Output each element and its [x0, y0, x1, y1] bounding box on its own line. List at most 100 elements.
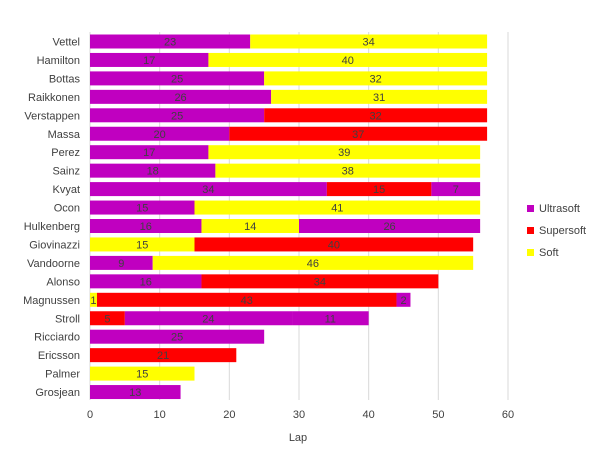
x-tick-label: 10	[154, 409, 166, 421]
data-label: 17	[143, 55, 155, 67]
bar-segment-supersoft	[90, 348, 237, 363]
data-label: 13	[129, 387, 141, 399]
bar-segment-supersoft	[229, 126, 488, 141]
driver-label: Hulkenberg	[24, 221, 80, 233]
bar-segment-ultrasoft	[90, 145, 209, 160]
data-label: 40	[328, 239, 340, 251]
data-label: 14	[244, 221, 256, 233]
driver-label: Ericsson	[38, 350, 80, 362]
legend-swatch-soft	[527, 249, 534, 256]
driver-label: Alonso	[46, 276, 80, 288]
bar-segment-soft	[90, 366, 195, 381]
bar-segment-ultrasoft	[292, 311, 369, 326]
bar-segment-soft	[201, 219, 299, 233]
data-label: 16	[140, 276, 152, 288]
bar-segment-soft	[208, 52, 488, 67]
data-label: 17	[143, 147, 155, 159]
bar-segment-soft	[215, 163, 481, 178]
x-tick-label: 40	[363, 409, 375, 421]
x-tick-label: 50	[432, 409, 444, 421]
legend-swatch-ultrasoft	[527, 205, 534, 212]
data-label: 5	[104, 313, 110, 325]
data-label: 18	[147, 166, 159, 178]
driver-label: Bottas	[49, 73, 81, 85]
data-label: 43	[241, 295, 253, 307]
data-label: 25	[171, 332, 183, 344]
driver-label: Verstappen	[24, 110, 80, 122]
data-label: 23	[164, 37, 176, 49]
data-label: 38	[342, 166, 354, 178]
driver-label: Ocon	[54, 203, 80, 215]
data-label: 1	[90, 295, 96, 307]
bar-segment-soft	[250, 34, 488, 49]
data-label: 37	[352, 129, 364, 141]
legend-label: Supersoft	[539, 225, 586, 237]
data-label: 46	[307, 258, 319, 270]
data-label: 16	[140, 221, 152, 233]
driver-label: Perez	[51, 147, 80, 159]
data-label: 20	[154, 129, 166, 141]
data-label: 41	[331, 203, 343, 215]
legend-swatch-supersoft	[527, 227, 534, 234]
bar-segment-soft	[271, 89, 488, 104]
bar-segment-soft	[152, 255, 474, 270]
data-label: 2	[400, 295, 406, 307]
bar-segment-supersoft	[96, 292, 397, 307]
bar-segment-ultrasoft	[90, 219, 202, 233]
data-label: 7	[453, 184, 459, 196]
bar-segment-soft	[264, 71, 488, 86]
legend-label: Ultrasoft	[539, 203, 580, 215]
bar-segment-ultrasoft	[90, 329, 265, 344]
bar-segment-supersoft	[194, 237, 474, 252]
data-label: 32	[370, 110, 382, 122]
bar-segment-supersoft	[90, 311, 125, 326]
data-label: 11	[325, 313, 336, 325]
bar-segment-ultrasoft	[90, 108, 265, 123]
bar-segment-ultrasoft	[299, 219, 481, 233]
x-axis-title: Lap	[289, 432, 307, 444]
bar-segment-ultrasoft	[431, 182, 481, 197]
driver-label: Vettel	[52, 37, 80, 49]
data-label: 25	[171, 73, 183, 85]
driver-label: Palmer	[45, 369, 80, 381]
bar-segment-ultrasoft	[90, 52, 209, 67]
bar-segment-ultrasoft	[90, 34, 251, 49]
data-label: 32	[370, 73, 382, 85]
driver-labels: Vettel Hamilton Bottas Raikkonen Verstappen M…	[23, 37, 81, 400]
data-label: 31	[373, 92, 385, 104]
data-label: 9	[118, 258, 124, 270]
bar-segment-soft	[90, 237, 195, 252]
data-label: 40	[342, 55, 354, 67]
bar-segment-soft	[208, 145, 481, 160]
bar-segment-supersoft	[201, 274, 439, 289]
legend: Ultrasoft Supersoft Soft	[527, 203, 586, 259]
data-label: 15	[136, 369, 148, 381]
bar-segment-ultrasoft	[90, 126, 230, 141]
x-tick-label: 60	[502, 409, 514, 421]
x-tick-label: 30	[293, 409, 305, 421]
bar-segment-ultrasoft	[90, 200, 195, 215]
bar-segment-ultrasoft	[90, 385, 181, 400]
bar-segment-ultrasoft	[90, 89, 272, 104]
bar-segment-ultrasoft	[90, 182, 327, 197]
driver-label: Vandoorne	[27, 258, 80, 270]
data-label: 34	[363, 37, 375, 49]
driver-label: Stroll	[55, 313, 80, 325]
data-label: 15	[136, 239, 148, 251]
data-label: 26	[174, 92, 186, 104]
data-label: 21	[157, 350, 169, 362]
bar-segment-soft	[90, 292, 97, 307]
driver-label: Raikkonen	[28, 92, 80, 104]
bar-segment-ultrasoft	[396, 292, 411, 307]
data-label: 15	[136, 203, 148, 215]
bar-segment-ultrasoft	[90, 163, 216, 178]
driver-label: Kvyat	[52, 184, 80, 196]
bar-segment-supersoft	[264, 108, 488, 123]
bar-segment-ultrasoft	[90, 255, 153, 270]
bar-segment-ultrasoft	[124, 311, 293, 326]
bar-segment-ultrasoft	[90, 71, 265, 86]
driver-label: Sainz	[52, 166, 80, 178]
data-label: 34	[314, 276, 326, 288]
